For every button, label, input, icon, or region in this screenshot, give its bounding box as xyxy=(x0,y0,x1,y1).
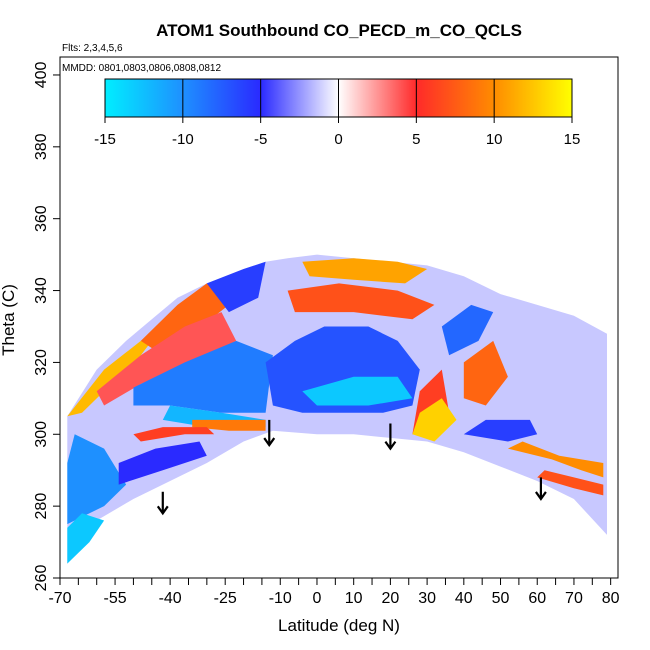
x-tick-label-13: 80 xyxy=(602,590,620,607)
x-tick-label-4: -10 xyxy=(269,590,292,607)
field-region-9 xyxy=(287,283,435,320)
heatmap-field xyxy=(67,254,608,564)
plot-frame xyxy=(59,56,619,579)
field-region-0 xyxy=(67,326,163,417)
field-region-21 xyxy=(133,427,215,442)
arrow-marker-2 xyxy=(384,423,397,451)
x-tick-label-9: 40 xyxy=(455,590,473,607)
x-tick-label-8: 30 xyxy=(418,590,436,607)
colorbar-tick-label-1: -10 xyxy=(172,131,194,148)
colorbar-tick-label-4: 5 xyxy=(412,131,420,148)
colorbar-tick-label-0: -15 xyxy=(94,131,116,148)
x-tick-label-10: 50 xyxy=(492,590,510,607)
y-axis: 260 280 300 320 340 360 380 400 xyxy=(33,62,60,592)
x-tick-label-6: 10 xyxy=(345,590,363,607)
x-axis: -70 -55 -40 -25 -10 0 10 20 30 40 50 60 70 80 xyxy=(48,578,620,607)
x-tick-label-7: 20 xyxy=(381,590,399,607)
field-region-16 xyxy=(463,419,538,442)
arrow-marker-1 xyxy=(263,419,276,447)
colorbar-tick-label-3: 0 xyxy=(334,131,342,148)
field-region-2 xyxy=(96,312,237,406)
chart-title: ATOM1 Southbound CO_PECD_m_CO_QCLS xyxy=(156,21,522,40)
x-tick-label-0: -70 xyxy=(48,590,71,607)
y-tick-label-3: 320 xyxy=(33,349,50,376)
field-region-1 xyxy=(140,283,229,356)
field-region-12 xyxy=(412,398,457,442)
chart-subtitle-dates: MMDD: 0801,0803,0806,0808,0812 xyxy=(62,63,221,74)
x-tick-label-1: -55 xyxy=(104,590,127,607)
arrow-marker-0 xyxy=(156,491,169,516)
y-tick-label-7: 400 xyxy=(33,62,50,89)
y-tick-label-6: 380 xyxy=(33,133,50,160)
colorbar-tick-label-5: 10 xyxy=(486,131,503,148)
x-tick-label-11: 60 xyxy=(528,590,546,607)
field-region-18 xyxy=(67,434,127,525)
field-region-7 xyxy=(302,376,413,406)
arrow-marker-3 xyxy=(535,477,547,501)
y-tick-label-5: 360 xyxy=(33,205,50,232)
y-tick-label-4: 340 xyxy=(33,277,50,304)
colorbar-tick-label-6: 15 xyxy=(564,131,581,148)
field-region-13 xyxy=(463,340,508,406)
field-region-14 xyxy=(441,304,494,356)
x-tick-label-12: 70 xyxy=(565,590,583,607)
x-tick-label-3: -25 xyxy=(214,590,237,607)
arrow-markers xyxy=(156,419,547,516)
y-tick-label-2: 300 xyxy=(33,421,50,448)
field-region-15 xyxy=(507,441,604,478)
x-axis-label: Latitude (deg N) xyxy=(278,616,400,635)
field-region-20 xyxy=(118,441,207,485)
x-tick-label-5: 0 xyxy=(313,590,322,607)
field-region-4 xyxy=(133,340,273,413)
colorbar-tick-label-2: -5 xyxy=(254,131,267,148)
x-tick-label-2: -40 xyxy=(159,590,182,607)
colorbar-ticks: -15 -10 -5 0 5 10 15 xyxy=(94,79,580,148)
field-region-19 xyxy=(67,513,105,564)
y-tick-label-1: 280 xyxy=(33,493,50,520)
field-region-17 xyxy=(537,470,604,496)
chart-subtitle-flights: Flts: 2,3,4,5,6 xyxy=(62,43,123,54)
y-axis-label: Theta (C) xyxy=(0,284,18,356)
field-region-8 xyxy=(302,258,428,284)
field-region-3 xyxy=(206,261,266,313)
y-tick-label-0: 260 xyxy=(33,565,50,592)
field-region-10 xyxy=(192,419,266,431)
